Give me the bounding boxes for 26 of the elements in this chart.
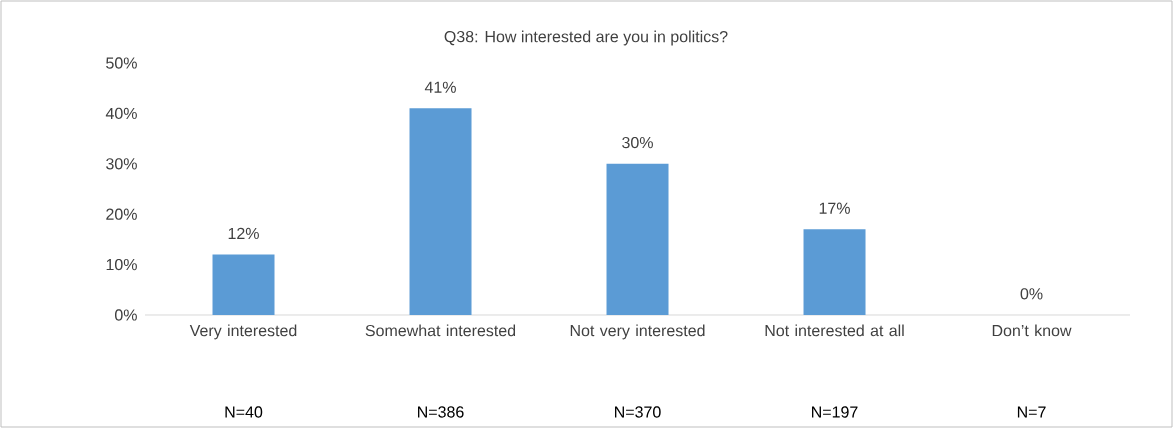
x-tick-label: Somewhat interested bbox=[365, 324, 516, 337]
bar bbox=[409, 108, 472, 315]
y-tick-label: 50% bbox=[106, 57, 137, 69]
text: N=7 bbox=[1017, 406, 1046, 418]
text: N=40 bbox=[225, 406, 263, 418]
text: N=386 bbox=[418, 406, 464, 418]
data-label: 41% bbox=[424, 81, 456, 93]
y-tick-label: 20% bbox=[106, 208, 137, 220]
x-tick-label: Don’t know bbox=[992, 324, 1072, 337]
y-tick-label: 40% bbox=[105, 107, 137, 120]
chart-title: Q38: How interested are you in politics? bbox=[444, 30, 728, 46]
y-tick-label: 30% bbox=[106, 158, 137, 170]
data-label: 12% bbox=[228, 227, 259, 239]
data-label: 30% bbox=[622, 136, 653, 149]
y-tick-label: 10% bbox=[106, 258, 137, 271]
data-label: 0% bbox=[1020, 288, 1043, 300]
bar bbox=[803, 229, 866, 315]
text: N=197 bbox=[812, 406, 858, 418]
bar bbox=[606, 163, 669, 315]
x-tick-label: Not very interested bbox=[570, 324, 705, 340]
y-tick-label: 0% bbox=[114, 309, 137, 321]
text: N=370 bbox=[615, 406, 661, 418]
x-tick-label: Very interested bbox=[189, 324, 297, 340]
bar bbox=[212, 254, 275, 315]
x-tick-label: Not interested at all bbox=[765, 324, 904, 337]
data-label: 17% bbox=[819, 202, 850, 214]
